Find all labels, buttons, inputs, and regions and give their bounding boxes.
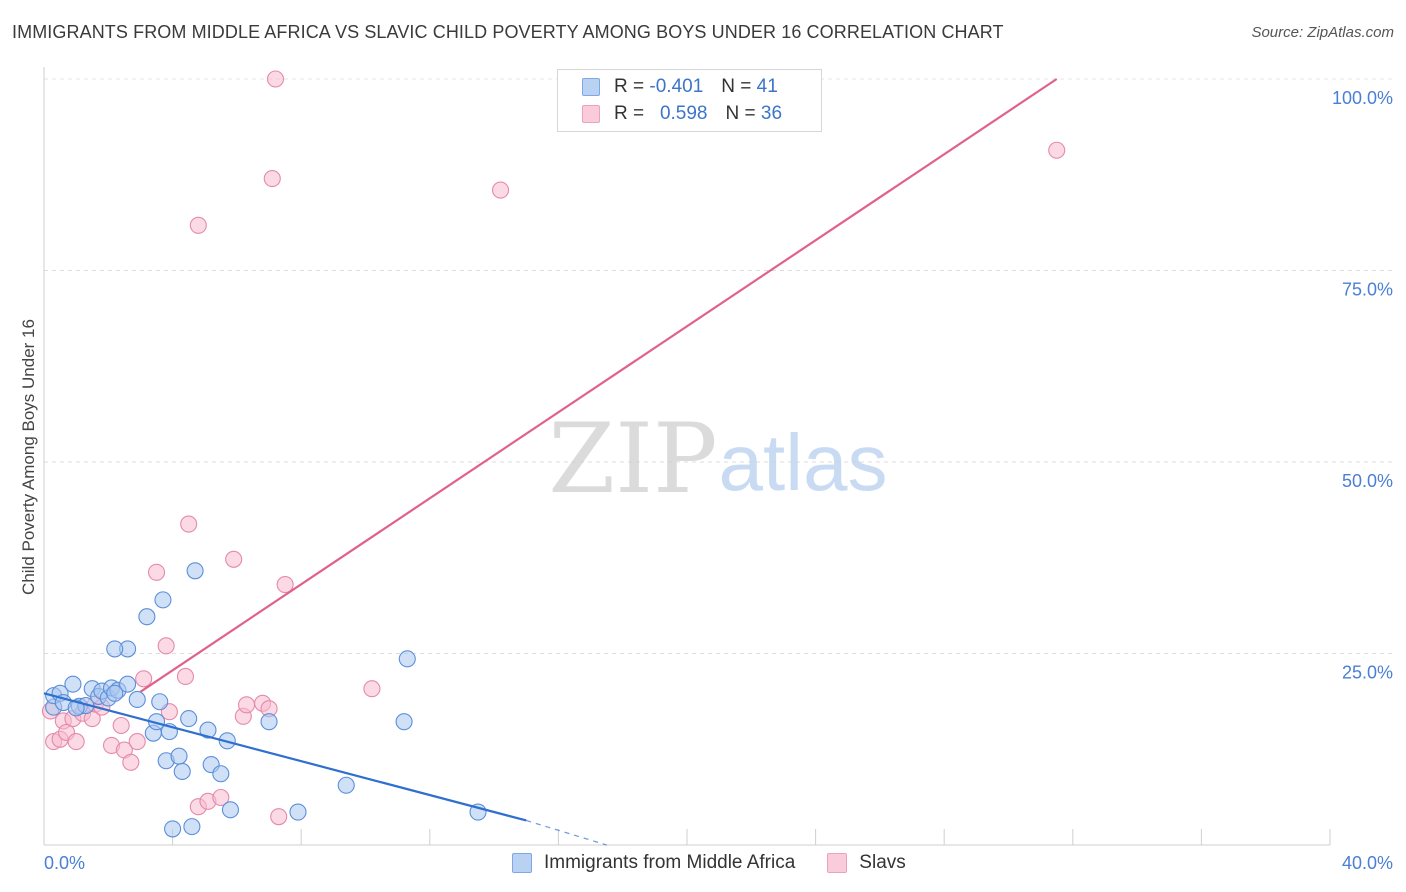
- slavs-trend-line: [139, 78, 1058, 693]
- middle-africa-point: [199, 721, 217, 739]
- middle-africa-points: [45, 562, 487, 838]
- legend: R = -0.401 N = 41 R = 0.598 N = 36: [557, 69, 822, 132]
- legend-r-value: 0.598: [659, 103, 708, 124]
- slavs-point: [128, 733, 146, 751]
- slavs-point: [270, 808, 288, 826]
- middle-africa-point: [138, 608, 156, 626]
- slavs-point: [176, 667, 195, 686]
- source-label: Source: ZipAtlas.com: [1251, 24, 1394, 41]
- trend-lines: [43, 78, 1058, 846]
- middle-africa-point: [398, 650, 416, 668]
- slavs-point: [491, 181, 510, 199]
- middle-africa-point: [151, 693, 169, 711]
- series-name-slavs: Slavs: [859, 852, 906, 873]
- middle-africa-point: [164, 820, 182, 838]
- slavs-point: [266, 70, 285, 88]
- series-legend-middle-africa: Immigrants from Middle Africa: [512, 852, 795, 874]
- slavs-point: [67, 733, 85, 751]
- middle-africa-trend-extension: [526, 819, 607, 846]
- middle-africa-point: [337, 776, 355, 794]
- y-tick-label: 100.0%: [1332, 88, 1393, 108]
- legend-swatch-pink: [582, 105, 600, 123]
- middle-africa-point: [221, 801, 240, 819]
- slavs-point: [112, 716, 130, 735]
- y-tick-label: 75.0%: [1342, 280, 1393, 300]
- slavs-point: [237, 696, 256, 714]
- series-legend-slavs: Slavs: [827, 852, 906, 874]
- legend-row-middle-africa: R = -0.401 N = 41: [582, 74, 778, 100]
- x-tick-label-max: 40.0%: [1342, 853, 1393, 873]
- middle-africa-point: [154, 591, 172, 609]
- legend-r-label: R =: [614, 103, 645, 124]
- tick-labels: 25.0% 50.0% 75.0% 100.0% 0.0% 40.0%: [44, 88, 1393, 873]
- legend-n-label: N =: [721, 76, 752, 97]
- grid: [44, 78, 1392, 654]
- x-tick-label-min: 0.0%: [44, 853, 85, 873]
- y-tick-label: 50.0%: [1342, 471, 1393, 491]
- middle-africa-point: [183, 818, 201, 836]
- legend-r-label: R =: [614, 76, 645, 97]
- middle-africa-point: [173, 762, 191, 781]
- series-swatch-blue: [512, 853, 532, 873]
- middle-africa-point: [289, 803, 307, 821]
- legend-n-value: 36: [760, 103, 783, 124]
- y-axis-label: Child Poverty Among Boys Under 16: [19, 319, 38, 595]
- middle-africa-point: [170, 747, 188, 765]
- slavs-point: [147, 563, 166, 581]
- slavs-point: [1048, 141, 1066, 159]
- middle-africa-point: [180, 710, 198, 728]
- slavs-point: [135, 670, 153, 688]
- slavs-point: [189, 216, 207, 234]
- middle-africa-point: [64, 675, 82, 693]
- series-swatch-pink: [827, 853, 848, 873]
- middle-africa-point: [119, 675, 137, 693]
- middle-africa-point: [260, 713, 278, 731]
- legend-swatch-blue: [582, 78, 600, 96]
- watermark-zip: ZIP: [548, 403, 717, 515]
- slavs-point: [225, 550, 243, 568]
- y-tick-label: 25.0%: [1342, 663, 1393, 683]
- legend-n-value: 41: [756, 76, 778, 97]
- chart-title: IMMIGRANTS FROM MIDDLE AFRICA VS SLAVIC …: [12, 22, 1004, 42]
- slavs-point: [122, 753, 140, 771]
- series-legend: Immigrants from Middle Africa Slavs: [512, 852, 938, 874]
- slavs-point: [157, 637, 175, 655]
- middle-africa-point: [186, 562, 204, 580]
- middle-africa-point: [106, 640, 124, 658]
- slavs-point: [212, 788, 230, 807]
- legend-r-value: -0.401: [649, 76, 704, 97]
- series-name-middle-africa: Immigrants from Middle Africa: [544, 852, 796, 873]
- slavs-point: [180, 515, 198, 533]
- watermark: ZIP atlas: [548, 403, 887, 515]
- watermark-atlas: atlas: [719, 418, 888, 507]
- middle-africa-point: [106, 684, 124, 702]
- middle-africa-trend-line: [43, 692, 527, 822]
- legend-row-slavs: R = 0.598 N = 36: [582, 101, 782, 127]
- slavs-point: [276, 576, 294, 594]
- middle-africa-point: [128, 690, 146, 709]
- slavs-point: [363, 680, 381, 698]
- legend-n-label: N =: [725, 103, 756, 124]
- middle-africa-point: [395, 713, 413, 731]
- slavs-point: [263, 170, 281, 188]
- middle-africa-point: [212, 765, 230, 783]
